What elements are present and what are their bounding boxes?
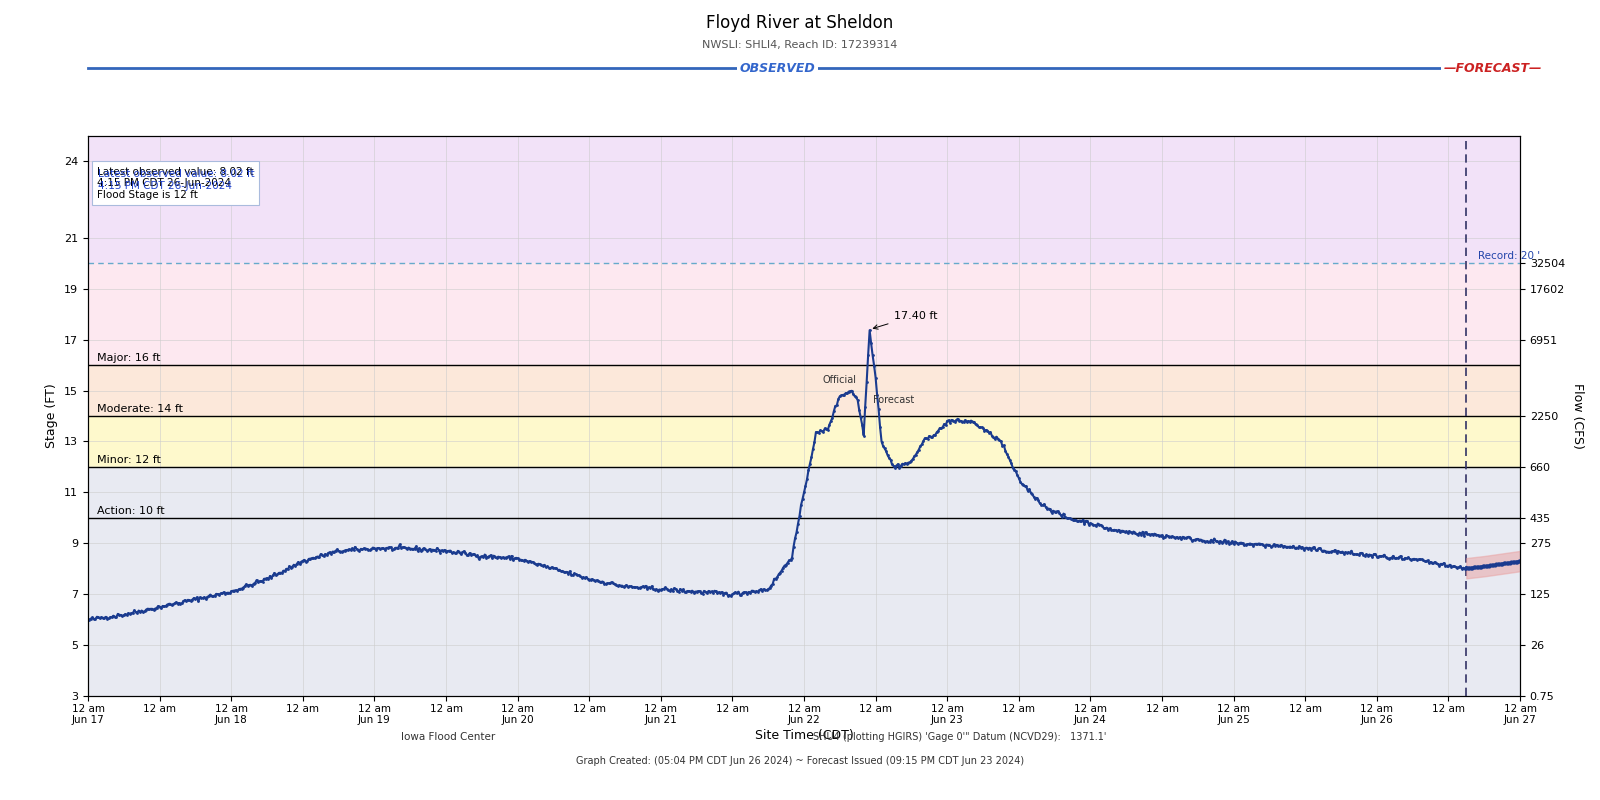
Text: Moderate: 14 ft: Moderate: 14 ft — [98, 404, 182, 414]
Text: OBSERVED: OBSERVED — [739, 62, 814, 74]
Y-axis label: Flow (CFS): Flow (CFS) — [1571, 383, 1584, 449]
Text: Record: 20 ': Record: 20 ' — [1478, 250, 1541, 261]
Text: Iowa Flood Center: Iowa Flood Center — [402, 732, 494, 742]
Text: Graph Created: (05:04 PM CDT Jun 26 2024) ~ Forecast Issued (09:15 PM CDT Jun 23: Graph Created: (05:04 PM CDT Jun 26 2024… — [576, 756, 1024, 766]
Text: NWSLI: SHLI4, Reach ID: 17239314: NWSLI: SHLI4, Reach ID: 17239314 — [702, 40, 898, 50]
Text: 17.40 ft: 17.40 ft — [874, 310, 938, 329]
Text: Forecast: Forecast — [874, 395, 914, 406]
Bar — [88, 416, 1520, 467]
Text: Latest observed value: 8.02 ft
4:15 PM CDT 26-Jun-2024
Flood Stage is 12 ft: Latest observed value: 8.02 ft 4:15 PM C… — [98, 166, 253, 200]
Y-axis label: Stage (FT): Stage (FT) — [45, 384, 59, 448]
Text: Official: Official — [822, 375, 858, 385]
Bar — [88, 467, 1520, 696]
Bar — [88, 365, 1520, 416]
Text: Action: 10 ft: Action: 10 ft — [98, 506, 165, 516]
Text: Major: 16 ft: Major: 16 ft — [98, 353, 160, 363]
Text: Floyd River at Sheldon: Floyd River at Sheldon — [706, 14, 894, 32]
Text: —FORECAST—: —FORECAST— — [1443, 62, 1542, 74]
Text: Minor: 12 ft: Minor: 12 ft — [98, 455, 162, 465]
Text: Latest observed value: 8.02 ft
4:15 PM CDT 26-Jun-2024: Latest observed value: 8.02 ft 4:15 PM C… — [98, 169, 254, 190]
X-axis label: Site Time (CDT): Site Time (CDT) — [755, 730, 853, 742]
Bar — [88, 263, 1520, 365]
Bar — [88, 110, 1520, 263]
Text: SHU4 (plotting HGIRS) 'Gage 0'" Datum (NCVD29):   1371.1': SHU4 (plotting HGIRS) 'Gage 0'" Datum (N… — [813, 732, 1107, 742]
